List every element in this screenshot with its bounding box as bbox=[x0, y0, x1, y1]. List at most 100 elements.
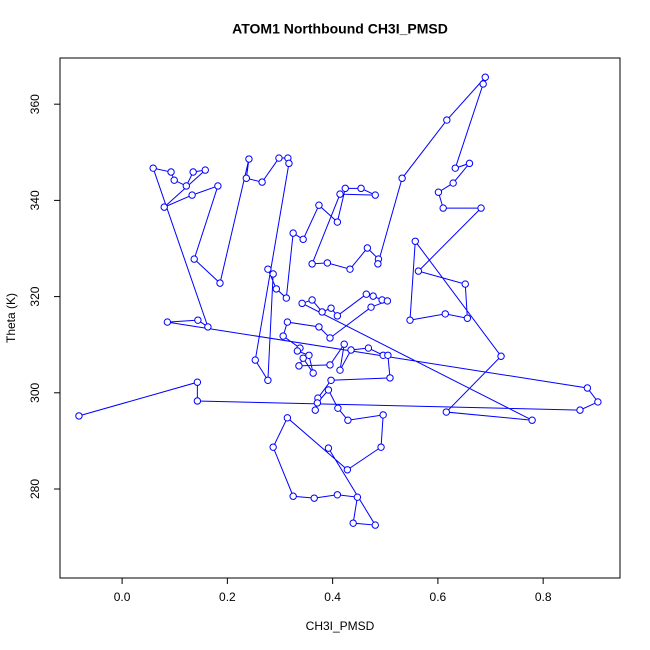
data-point bbox=[289, 229, 297, 237]
data-point bbox=[323, 259, 332, 267]
x-tick-label: 0.2 bbox=[219, 590, 236, 604]
x-tick-label: 0.0 bbox=[114, 590, 131, 604]
data-point bbox=[318, 308, 326, 316]
data-point bbox=[251, 356, 259, 364]
x-tick-label: 0.6 bbox=[430, 590, 447, 604]
data-point bbox=[371, 191, 379, 199]
data-point bbox=[583, 384, 592, 392]
data-point bbox=[163, 318, 172, 326]
data-point bbox=[411, 237, 419, 245]
data-point bbox=[308, 296, 316, 304]
data-point bbox=[346, 265, 354, 273]
data-point bbox=[443, 116, 451, 124]
data-point bbox=[324, 386, 333, 394]
data-point bbox=[434, 188, 443, 196]
data-point bbox=[594, 398, 602, 406]
data-point bbox=[310, 494, 318, 502]
data-point bbox=[334, 404, 342, 412]
data-point bbox=[357, 184, 365, 193]
data-point bbox=[167, 168, 175, 176]
plot-frame bbox=[59, 57, 621, 579]
data-point bbox=[465, 159, 474, 168]
data-point bbox=[324, 444, 333, 452]
data-point bbox=[333, 312, 342, 320]
data-point bbox=[333, 491, 342, 499]
data-point bbox=[384, 351, 392, 359]
data-point bbox=[299, 354, 307, 362]
x-tick-label: 0.8 bbox=[535, 590, 552, 604]
data-point bbox=[449, 179, 457, 187]
data-point bbox=[272, 285, 281, 293]
data-point bbox=[245, 155, 253, 163]
x-tick-label: 0.4 bbox=[324, 590, 341, 604]
data-point bbox=[311, 406, 319, 414]
data-point bbox=[269, 443, 277, 451]
data-point bbox=[299, 235, 307, 244]
data-point bbox=[441, 310, 449, 318]
data-point bbox=[190, 255, 198, 263]
data-point bbox=[326, 334, 334, 342]
data-point bbox=[379, 411, 387, 419]
data-point bbox=[364, 344, 373, 352]
data-point bbox=[214, 182, 222, 190]
data-point bbox=[349, 519, 357, 527]
data-point bbox=[326, 361, 334, 369]
data-point bbox=[315, 201, 323, 209]
data-point bbox=[363, 244, 372, 252]
data-point bbox=[340, 340, 348, 348]
data-point bbox=[374, 260, 382, 268]
data-point bbox=[194, 316, 202, 324]
data-point bbox=[193, 397, 202, 405]
data-point bbox=[313, 399, 322, 407]
y-tick-label: 320 bbox=[28, 286, 42, 306]
data-point bbox=[497, 352, 505, 360]
data-point bbox=[285, 159, 293, 168]
x-axis-label: CH3I_PMSD bbox=[306, 619, 375, 633]
y-tick-label: 280 bbox=[28, 479, 42, 499]
data-point bbox=[188, 191, 196, 199]
data-point bbox=[160, 203, 168, 211]
data-point bbox=[295, 362, 303, 370]
data-point bbox=[347, 346, 355, 354]
data-point bbox=[362, 290, 371, 298]
data-point bbox=[315, 323, 323, 331]
chart-title: ATOM1 Northbound CH3I_PMSD bbox=[232, 21, 448, 37]
data-point bbox=[279, 332, 287, 340]
data-point bbox=[344, 416, 352, 424]
data-point bbox=[309, 369, 317, 377]
data-point bbox=[193, 378, 202, 386]
data-point bbox=[336, 366, 344, 374]
y-tick-label: 300 bbox=[28, 382, 42, 402]
data-point bbox=[201, 166, 209, 174]
data-point bbox=[264, 265, 272, 273]
data-point bbox=[282, 294, 291, 302]
data-point bbox=[327, 304, 335, 312]
data-point bbox=[477, 204, 485, 212]
data-point bbox=[204, 323, 212, 331]
y-tick-label: 340 bbox=[28, 190, 42, 210]
y-tick-label: 360 bbox=[28, 94, 42, 114]
data-point bbox=[383, 297, 392, 305]
data-point bbox=[451, 164, 459, 172]
data-point bbox=[371, 521, 379, 529]
data-point bbox=[386, 374, 394, 382]
data-point bbox=[275, 154, 283, 162]
data-point bbox=[439, 204, 447, 212]
data-point bbox=[463, 314, 472, 322]
data-point bbox=[242, 174, 251, 182]
data-point bbox=[414, 267, 423, 275]
data-point bbox=[75, 412, 83, 420]
data-point bbox=[481, 73, 489, 81]
data-point bbox=[369, 292, 377, 300]
data-point bbox=[333, 218, 342, 226]
data-point bbox=[289, 492, 297, 500]
y-axis-label: Theta (K) bbox=[4, 293, 18, 343]
data-point bbox=[149, 164, 157, 172]
data-point bbox=[353, 493, 362, 501]
data-point bbox=[258, 178, 266, 186]
data-point bbox=[189, 168, 197, 176]
data-point bbox=[576, 406, 584, 414]
data-point bbox=[170, 176, 178, 184]
data-point bbox=[293, 347, 302, 355]
data-point bbox=[406, 316, 414, 324]
